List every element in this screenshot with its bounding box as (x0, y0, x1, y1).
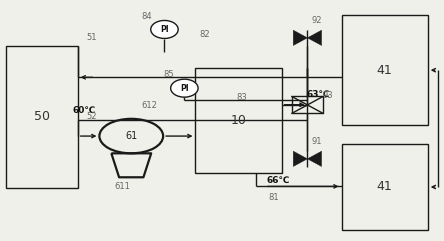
Text: 611: 611 (115, 182, 131, 191)
Text: 612: 612 (141, 101, 157, 110)
Text: 93: 93 (322, 91, 333, 100)
Polygon shape (293, 151, 307, 167)
Polygon shape (307, 30, 321, 46)
Text: PI: PI (180, 84, 189, 93)
Text: PI: PI (160, 25, 169, 34)
Bar (341, 144, 428, 229)
Text: 81: 81 (268, 193, 279, 202)
Bar (341, 15, 428, 125)
Text: 85: 85 (163, 70, 174, 80)
Bar (292, 96, 323, 113)
Text: 51: 51 (86, 33, 97, 42)
Ellipse shape (151, 20, 178, 38)
Text: 41: 41 (377, 181, 392, 194)
Bar (195, 68, 282, 173)
Text: 50: 50 (34, 110, 50, 123)
Text: 91: 91 (311, 137, 321, 146)
Text: 84: 84 (142, 12, 152, 21)
Text: 66℃: 66℃ (267, 176, 290, 185)
Ellipse shape (170, 79, 198, 97)
Polygon shape (307, 151, 321, 167)
Text: 52: 52 (86, 112, 97, 121)
Text: 82: 82 (199, 30, 210, 39)
Text: 41: 41 (377, 64, 392, 77)
Text: 92: 92 (311, 16, 321, 25)
Text: 61: 61 (125, 131, 137, 141)
Text: 63℃: 63℃ (307, 90, 330, 99)
Polygon shape (293, 30, 307, 46)
Text: 60℃: 60℃ (73, 106, 96, 115)
Bar (6, 46, 78, 187)
Text: 10: 10 (231, 114, 246, 127)
Text: 83: 83 (237, 93, 247, 102)
